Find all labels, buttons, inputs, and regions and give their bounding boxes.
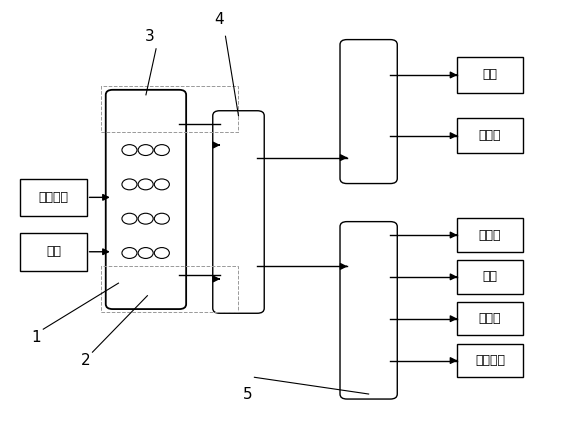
Text: 二氯甲烷: 二氯甲烷 (475, 354, 505, 367)
Bar (457, 344, 523, 377)
Bar (457, 57, 523, 93)
Text: 5: 5 (243, 387, 252, 402)
Circle shape (154, 145, 169, 156)
FancyBboxPatch shape (340, 39, 397, 184)
Text: 氢气: 氢气 (46, 245, 61, 258)
Circle shape (138, 248, 153, 259)
FancyBboxPatch shape (213, 111, 264, 313)
FancyBboxPatch shape (106, 90, 186, 309)
Circle shape (154, 179, 169, 190)
Bar (20, 233, 86, 271)
Text: 二氯甲烷: 二氯甲烷 (39, 191, 68, 204)
Text: 1: 1 (32, 330, 41, 345)
Circle shape (154, 248, 169, 259)
Text: 乙烯: 乙烯 (482, 271, 498, 283)
Bar (457, 118, 523, 153)
Circle shape (154, 213, 169, 224)
Text: 氯乙烯: 氯乙烯 (479, 229, 502, 242)
Circle shape (138, 145, 153, 156)
Circle shape (122, 248, 137, 259)
Bar (101, 266, 238, 312)
Text: 3: 3 (144, 29, 154, 44)
Text: 4: 4 (214, 12, 224, 27)
Bar (457, 260, 523, 293)
Bar (457, 302, 523, 335)
Bar (20, 179, 86, 216)
Circle shape (138, 213, 153, 224)
Text: 2: 2 (81, 353, 91, 368)
FancyBboxPatch shape (340, 222, 397, 399)
Circle shape (122, 145, 137, 156)
Circle shape (122, 179, 137, 190)
Bar (457, 218, 523, 252)
Text: 氯化氢: 氯化氢 (479, 129, 502, 142)
Circle shape (122, 213, 137, 224)
Circle shape (138, 179, 153, 190)
Text: 氢气: 氢气 (482, 68, 498, 81)
Bar (101, 86, 238, 132)
Text: 氯甲烷: 氯甲烷 (479, 312, 502, 325)
